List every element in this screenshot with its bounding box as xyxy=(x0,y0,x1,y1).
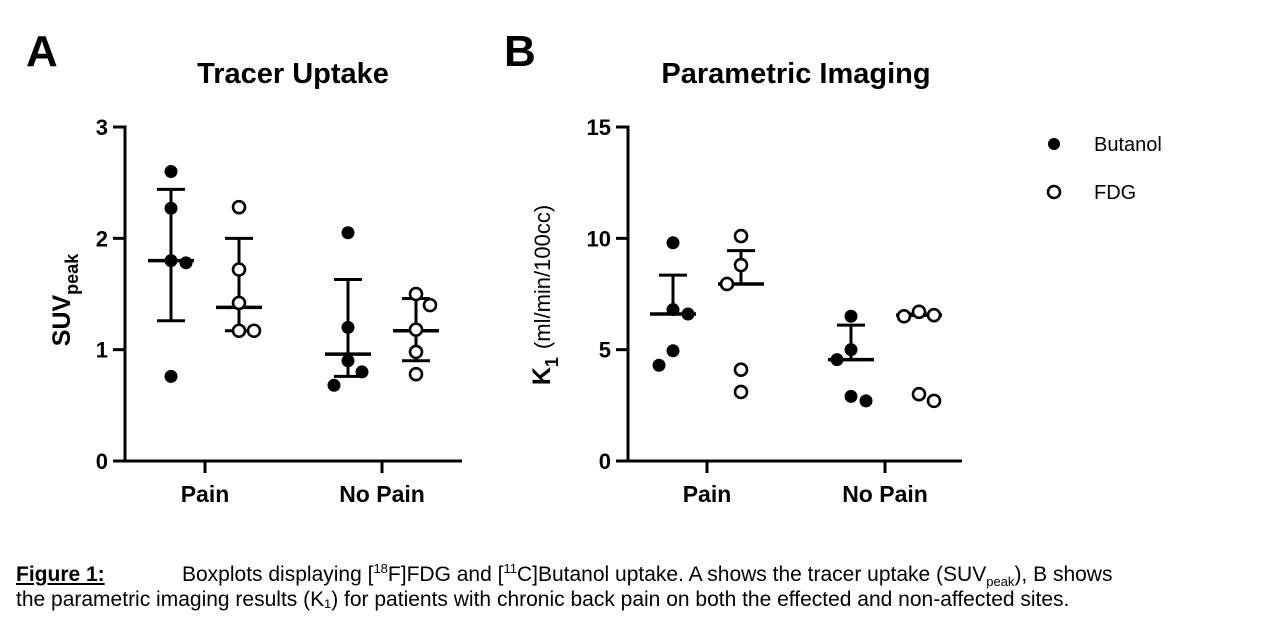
caption-text-1: Boxplots displaying [ xyxy=(182,563,374,586)
fdg-point xyxy=(733,362,749,378)
panel-b-marks xyxy=(650,228,942,409)
butanol-point xyxy=(164,165,178,179)
fdg-point xyxy=(911,304,927,320)
panel-a-letter: A xyxy=(26,27,58,76)
panel-a-ylabel-main: SUV xyxy=(48,294,76,346)
panel-a: A Tracer Uptake SUVpeak 0 1 2 3 Pain No Pain xyxy=(26,27,462,507)
fdg-point xyxy=(231,295,247,311)
butanol-point xyxy=(666,303,680,317)
y-tick-label: 0 xyxy=(599,449,611,474)
butanol-point xyxy=(844,343,858,357)
butanol-point xyxy=(327,378,341,392)
fdg-point xyxy=(719,276,735,292)
fdg-point xyxy=(408,322,424,337)
figure-caption: Figure 1: Boxplots displaying [18F]FDG an… xyxy=(16,562,1276,612)
caption-sup-11: 11 xyxy=(503,561,517,576)
butanol-point xyxy=(164,201,178,215)
fdg-point xyxy=(926,307,942,323)
y-tick-label: 2 xyxy=(96,226,108,251)
butanol-point xyxy=(355,365,369,379)
butanol-point xyxy=(666,236,680,250)
panel-b-title: Parametric Imaging xyxy=(661,58,930,90)
caption-text-4: uptake. A shows the tracer uptake (SUV xyxy=(609,563,987,586)
butanol-point xyxy=(341,226,355,240)
butanol-point xyxy=(830,353,844,367)
butanol-point xyxy=(341,320,355,334)
butanol-point xyxy=(681,307,695,321)
fdg-point xyxy=(733,257,749,273)
x-tick-label: Pain xyxy=(683,481,732,507)
fdg-point xyxy=(911,386,927,402)
panel-b-letter: B xyxy=(504,27,536,76)
panel-b-axes: 0 5 10 15 Pain No Pain xyxy=(587,115,962,507)
fdg-point xyxy=(408,344,424,360)
y-tick-label: 15 xyxy=(587,115,611,140)
y-tick-label: 0 xyxy=(96,449,108,474)
butanol-point xyxy=(179,256,193,270)
caption-line-2: the parametric imaging results (K₁) for … xyxy=(16,588,1070,611)
panel-b: B Parametric Imaging K1 (ml/min/100cc) 0 5… xyxy=(504,27,962,507)
caption-sup-18: 18 xyxy=(373,561,388,576)
y-tick-label: 5 xyxy=(599,338,611,363)
x-tick-label: Pain xyxy=(181,481,230,507)
legend-fdg-label: FDG xyxy=(1094,182,1136,204)
panel-a-axes: 0 1 2 3 Pain No Pain xyxy=(96,115,462,507)
panel-b-ylabel-main: K xyxy=(528,367,556,385)
fdg-point xyxy=(733,384,749,400)
panel-a-marks xyxy=(148,165,439,392)
legend-butanol-marker xyxy=(1048,138,1060,150)
panel-b-ylabel-sub: 1 xyxy=(542,357,562,367)
panel-b-ylabel: K1 (ml/min/100cc) xyxy=(528,205,562,385)
fdg-point xyxy=(733,228,749,244)
y-tick-label: 3 xyxy=(96,115,108,140)
y-tick-label: 10 xyxy=(587,226,611,251)
x-tick-label: No Pain xyxy=(339,481,425,507)
legend-fdg-marker xyxy=(1046,184,1062,200)
fdg-point xyxy=(408,366,424,382)
fdg-point xyxy=(231,323,247,339)
fdg-point xyxy=(422,297,438,313)
butanol-point xyxy=(666,344,680,358)
butanol-point xyxy=(341,354,355,368)
caption-text-2: F]FDG and [ xyxy=(387,563,504,586)
panel-a-ylabel: SUVpeak xyxy=(48,253,82,346)
legend-butanol-label: Butanol xyxy=(1094,134,1162,156)
legend: Butanol FDG xyxy=(1046,134,1162,204)
fdg-point xyxy=(231,199,247,215)
butanol-point xyxy=(844,309,858,323)
butanol-point xyxy=(164,254,178,268)
fdg-point xyxy=(926,393,942,409)
caption-sub-peak: peak xyxy=(986,574,1015,590)
y-tick-label: 1 xyxy=(96,338,108,363)
caption-text-5: ), B shows xyxy=(1014,563,1113,586)
panel-b-ylabel-unit: (ml/min/100cc) xyxy=(530,205,555,349)
butanol-point xyxy=(652,358,666,372)
fdg-point xyxy=(246,323,262,339)
panel-a-ylabel-sub: peak xyxy=(62,253,82,295)
caption-text-3: C]Butanol xyxy=(516,563,610,586)
panel-a-title: Tracer Uptake xyxy=(197,58,389,90)
fdg-point xyxy=(231,262,247,277)
fdg-point xyxy=(896,308,912,324)
fdg-point xyxy=(408,286,424,302)
x-tick-label: No Pain xyxy=(842,481,928,507)
butanol-point xyxy=(844,389,858,403)
butanol-point xyxy=(164,369,178,383)
butanol-point xyxy=(859,394,873,408)
caption-label: Figure 1: xyxy=(16,563,105,586)
